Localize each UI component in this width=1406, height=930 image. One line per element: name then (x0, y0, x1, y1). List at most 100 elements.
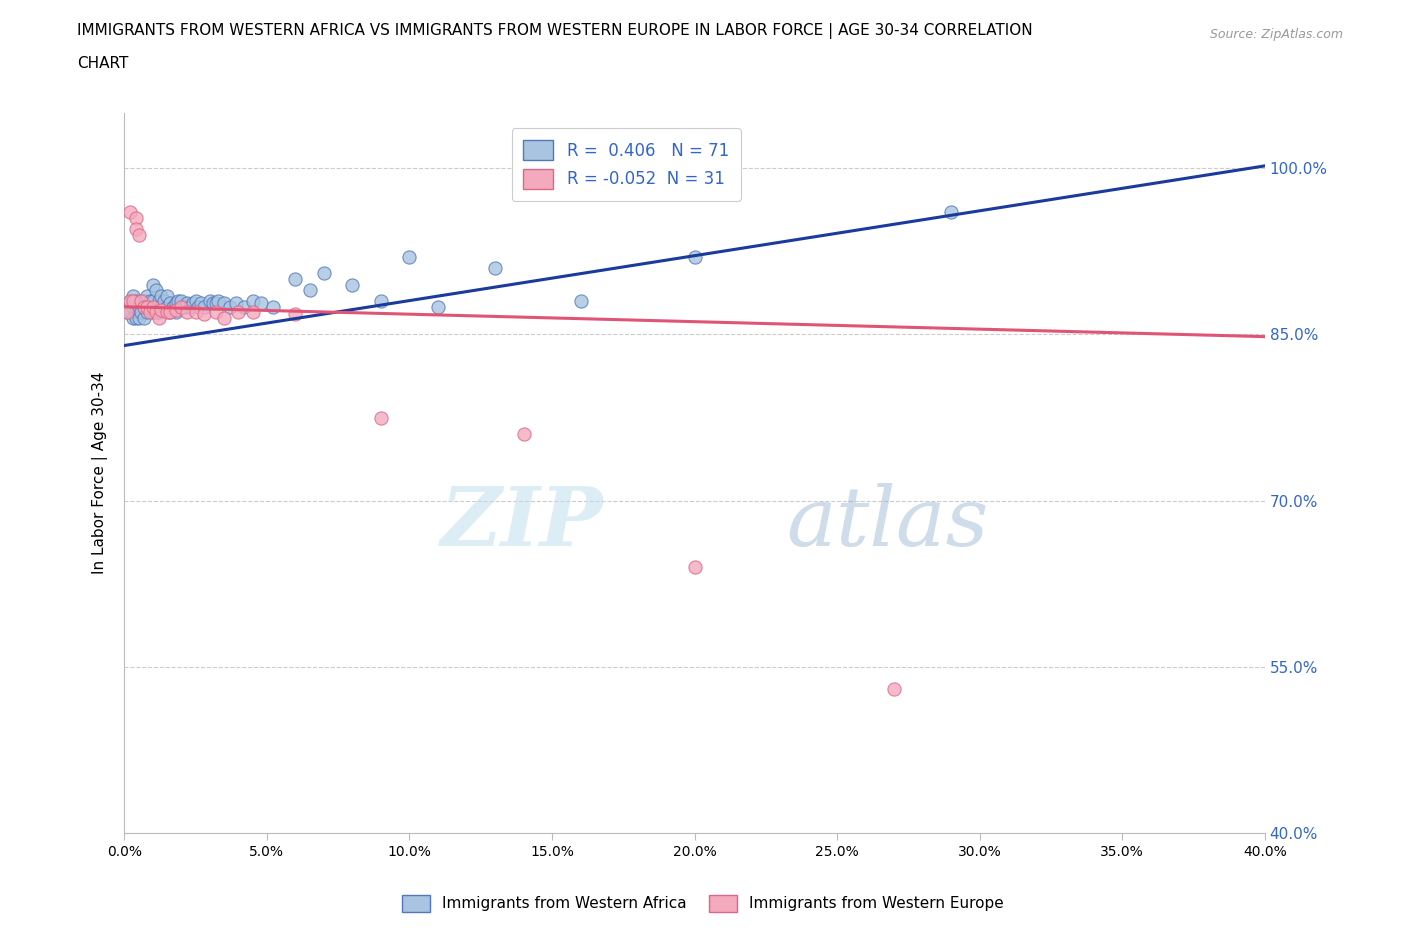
Point (184, 294, 207, 309)
Point (170, 294, 193, 309)
Point (125, 294, 148, 309)
Point (145, 283, 167, 298)
Text: ZIP: ZIP (440, 484, 603, 564)
Point (134, 311, 156, 325)
Point (228, 305, 250, 320)
Point (121, 294, 143, 309)
Point (153, 302, 176, 317)
Point (342, 277, 364, 292)
Point (193, 307, 215, 322)
Point (204, 296, 226, 311)
Point (118, 205, 141, 219)
Point (150, 302, 173, 317)
Point (142, 305, 165, 320)
Point (134, 299, 156, 314)
Point (150, 288, 173, 303)
Point (142, 277, 165, 292)
Point (173, 299, 195, 314)
Point (121, 288, 143, 303)
Point (142, 299, 165, 314)
Point (128, 299, 150, 314)
Point (145, 305, 167, 320)
Point (207, 294, 229, 309)
Point (125, 299, 148, 314)
Point (128, 227, 150, 242)
Point (201, 296, 224, 311)
Point (170, 299, 193, 314)
Point (193, 299, 215, 314)
Point (284, 272, 307, 286)
Point (131, 305, 153, 320)
Point (284, 307, 307, 322)
Point (426, 299, 449, 314)
Point (159, 296, 181, 311)
Point (136, 288, 159, 303)
Point (128, 311, 150, 325)
Point (159, 305, 181, 320)
Point (159, 305, 181, 320)
Point (242, 294, 264, 309)
Point (184, 305, 207, 320)
Point (142, 294, 165, 309)
Legend: R =  0.406   N = 71, R = -0.052  N = 31: R = 0.406 N = 71, R = -0.052 N = 31 (512, 128, 741, 201)
Point (176, 296, 198, 311)
Point (212, 311, 235, 325)
Point (165, 296, 187, 311)
Y-axis label: In Labor Force | Age 30-34: In Labor Force | Age 30-34 (93, 372, 108, 574)
Point (298, 283, 321, 298)
Point (512, 427, 534, 442)
Point (683, 249, 706, 264)
Point (118, 305, 141, 320)
Point (242, 305, 264, 320)
Point (569, 294, 592, 309)
Point (153, 294, 176, 309)
Point (148, 305, 170, 320)
Point (139, 294, 162, 309)
Point (139, 299, 162, 314)
Point (121, 311, 143, 325)
Point (134, 299, 156, 314)
Point (131, 294, 153, 309)
Point (125, 210, 148, 225)
Point (115, 305, 138, 320)
Point (484, 260, 506, 275)
Point (204, 305, 226, 320)
Point (883, 682, 905, 697)
Point (179, 299, 201, 314)
Point (262, 299, 284, 314)
Point (683, 560, 706, 575)
Point (136, 305, 159, 320)
Point (187, 299, 209, 314)
Point (176, 305, 198, 320)
Point (145, 299, 167, 314)
Point (212, 296, 235, 311)
Point (233, 299, 256, 314)
Point (118, 294, 141, 309)
Point (139, 305, 162, 320)
Legend: Immigrants from Western Africa, Immigrants from Western Europe: Immigrants from Western Africa, Immigran… (396, 889, 1010, 918)
Point (156, 305, 179, 320)
Point (128, 305, 150, 320)
Point (115, 305, 138, 320)
Point (121, 299, 143, 314)
Text: CHART: CHART (77, 56, 129, 71)
Point (165, 302, 187, 317)
Point (156, 299, 179, 314)
Point (941, 205, 963, 219)
Point (148, 311, 170, 325)
Point (165, 305, 187, 320)
Point (156, 288, 179, 303)
Point (370, 294, 392, 309)
Point (370, 410, 392, 425)
Point (225, 296, 247, 311)
Point (181, 296, 204, 311)
Point (250, 296, 273, 311)
Point (125, 311, 148, 325)
Point (125, 221, 148, 236)
Point (198, 294, 221, 309)
Point (134, 294, 156, 309)
Point (162, 299, 184, 314)
Point (150, 299, 173, 314)
Point (118, 294, 141, 309)
Point (148, 294, 170, 309)
